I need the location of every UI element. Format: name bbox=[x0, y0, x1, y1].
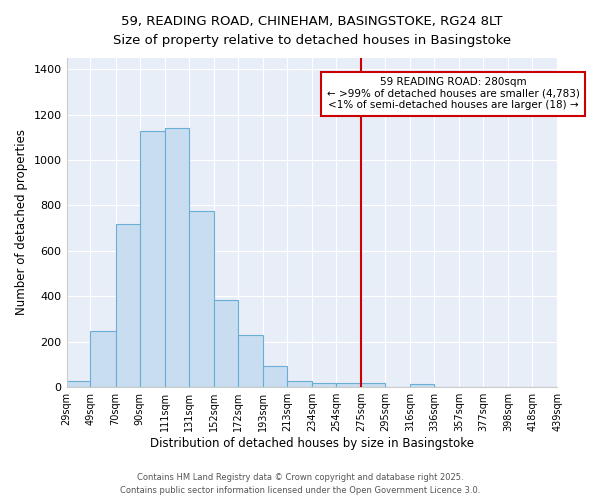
Bar bbox=[164, 128, 188, 387]
Bar bbox=[214, 300, 238, 387]
Bar bbox=[140, 130, 164, 387]
Bar bbox=[336, 382, 361, 387]
Bar bbox=[116, 224, 140, 387]
Bar bbox=[238, 335, 263, 387]
X-axis label: Distribution of detached houses by size in Basingstoke: Distribution of detached houses by size … bbox=[150, 437, 474, 450]
Bar bbox=[312, 382, 336, 387]
Bar bbox=[67, 382, 91, 387]
Bar bbox=[287, 382, 312, 387]
Bar bbox=[361, 382, 385, 387]
Text: 59 READING ROAD: 280sqm
← >99% of detached houses are smaller (4,783)
<1% of sem: 59 READING ROAD: 280sqm ← >99% of detach… bbox=[326, 77, 580, 110]
Bar bbox=[91, 332, 116, 387]
Text: Contains HM Land Registry data © Crown copyright and database right 2025.
Contai: Contains HM Land Registry data © Crown c… bbox=[120, 474, 480, 495]
Bar bbox=[263, 366, 287, 387]
Title: 59, READING ROAD, CHINEHAM, BASINGSTOKE, RG24 8LT
Size of property relative to d: 59, READING ROAD, CHINEHAM, BASINGSTOKE,… bbox=[113, 15, 511, 47]
Bar bbox=[410, 384, 434, 387]
Y-axis label: Number of detached properties: Number of detached properties bbox=[15, 130, 28, 316]
Bar bbox=[188, 211, 214, 387]
